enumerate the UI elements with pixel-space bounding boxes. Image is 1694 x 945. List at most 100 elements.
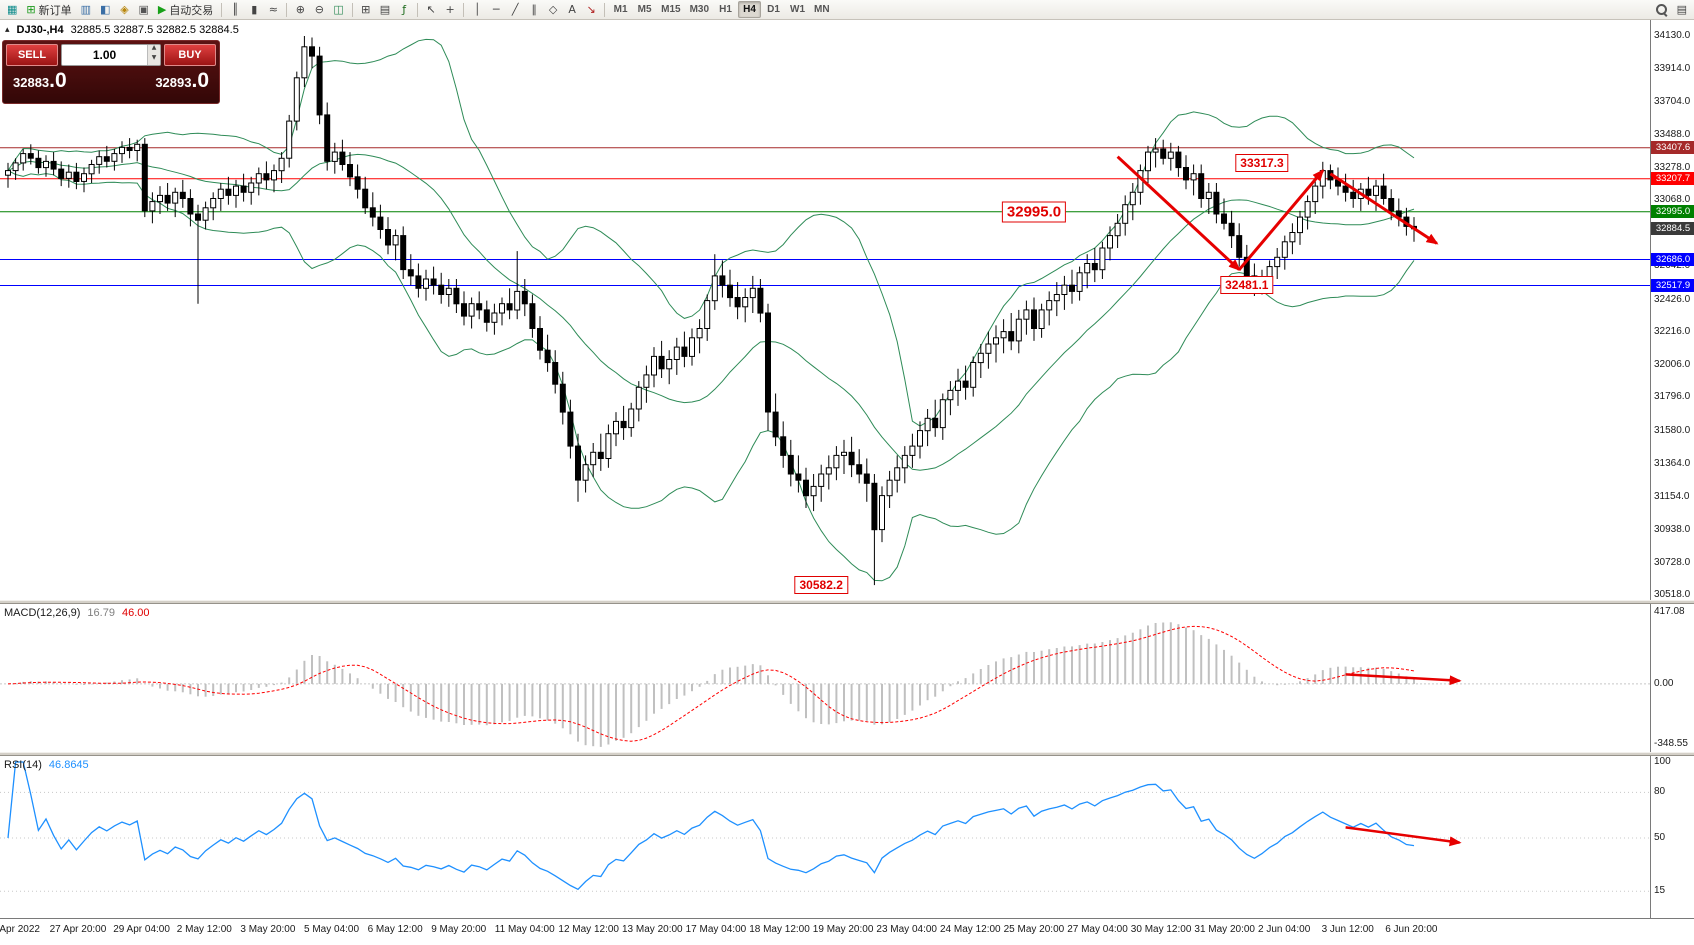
y-axis-label: 32006.0 — [1654, 358, 1691, 370]
timeframe-h1-button[interactable]: H1 — [719, 4, 732, 15]
indicators-icon[interactable]: ƒ — [402, 3, 407, 16]
time-axis-label: 24 May 12:00 — [940, 924, 1001, 935]
pane-splitter[interactable] — [0, 752, 1694, 756]
buy-price-pips: .0 — [191, 69, 209, 92]
time-axis-label: 19 May 20:00 — [812, 924, 874, 935]
search-icon[interactable] — [1652, 1, 1672, 18]
arrow-object-icon[interactable]: ↘ — [586, 3, 596, 16]
macd-signal-value: 46.00 — [121, 607, 150, 619]
bar-chart-icon[interactable]: ║ — [232, 3, 239, 16]
timeframe-mn-button[interactable]: MN — [814, 4, 830, 15]
timeframe-m1-button[interactable]: M1 — [613, 4, 628, 15]
price-tag: 32995.0 — [1651, 205, 1694, 219]
cursor-icon[interactable]: ↖ — [426, 3, 436, 16]
price-tag: 32884.5 — [1651, 222, 1694, 236]
crosshair-icon[interactable]: + — [445, 3, 455, 16]
shapes-icon[interactable]: ◇ — [548, 3, 558, 16]
toolbar-separator — [221, 2, 223, 17]
y-axis-label: 30728.0 — [1654, 556, 1691, 568]
rsi-scale-label: 50 — [1654, 832, 1666, 843]
y-axis-label: 31580.0 — [1654, 424, 1691, 436]
main-chart-pane[interactable]: ▴ DJ30-,H4 32885.5 32887.5 32882.5 32884… — [0, 20, 1694, 600]
rsi-scale-label: 15 — [1654, 885, 1666, 897]
candles — [5, 36, 1417, 586]
autotrading-button[interactable]: ▶ 自动交易 — [154, 1, 217, 18]
volume-input[interactable] — [62, 45, 147, 65]
macd-pane[interactable]: MACD(12,26,9) 16.79 46.00 — [0, 604, 1694, 752]
price-annotation[interactable]: 32995.0 — [1001, 201, 1067, 223]
y-axis-label: 30518.0 — [1654, 589, 1691, 600]
time-axis-label: 23 May 04:00 — [876, 924, 937, 935]
trade-prices: 32883 .0 32893.0 — [6, 66, 216, 93]
bollinger-bands — [7, 38, 1415, 582]
market-watch-icon[interactable]: ▥ — [80, 3, 92, 16]
new-chart-icon[interactable]: ⊞ — [361, 3, 371, 16]
timeframe-m15-button[interactable]: M15 — [661, 4, 681, 15]
rsi-scale-label: 80 — [1654, 786, 1666, 798]
macd-arrow — [1345, 673, 1462, 686]
profiles-icon[interactable]: ▤ — [379, 3, 391, 16]
zoom-in-icon[interactable]: ⊕ — [295, 3, 305, 16]
horizontal-line-icon[interactable]: ─ — [492, 3, 500, 16]
timeframe-m5-button[interactable]: M5 — [637, 4, 652, 15]
price-annotation[interactable]: 30582.2 — [794, 576, 848, 595]
time-axis[interactable]: 26 Apr 2022 27 Apr 20:00 29 Apr 04:00 2 May… — [0, 918, 1694, 945]
rsi-value: 46.8645 — [48, 759, 89, 771]
new-order-button[interactable]: ⊞ 新订单 — [22, 1, 75, 18]
navigator-icon[interactable]: ◈ — [120, 3, 129, 16]
y-axis-label: 33068.0 — [1654, 194, 1691, 206]
rsi-name: RSI(14) — [4, 759, 42, 771]
price-annotation[interactable]: 32481.1 — [1220, 276, 1274, 295]
time-axis-label: 27 Apr 20:00 — [49, 924, 107, 935]
macd-label: MACD(12,26,9) 16.79 46.00 — [4, 607, 149, 619]
zoom-out-icon[interactable]: ⊖ — [314, 3, 324, 16]
panels-icon[interactable]: ▤ — [1676, 3, 1687, 16]
time-axis-label: 6 Jun 20:00 — [1385, 924, 1438, 935]
volume-down-button[interactable]: ▼ — [151, 54, 157, 61]
line-chart-icon[interactable]: ≈ — [268, 3, 278, 16]
timeframe-w1-button[interactable]: W1 — [790, 4, 806, 15]
trendline-icon[interactable]: ╱ — [511, 3, 519, 16]
buy-button[interactable]: BUY — [164, 44, 216, 66]
time-axis-label: 17 May 04:00 — [685, 924, 747, 935]
pane-splitter[interactable] — [0, 600, 1694, 604]
price-annotation[interactable]: 33317.3 — [1235, 153, 1289, 172]
volume-up-button[interactable]: ▲ — [151, 44, 157, 51]
candlestick-chart — [0, 36, 1650, 586]
tile-windows-icon[interactable]: ◫ — [333, 3, 344, 16]
vertical-line-icon[interactable]: │ — [473, 3, 481, 16]
time-axis-label: 31 May 20:00 — [1194, 924, 1255, 935]
timeframe-h4-button[interactable]: H4 — [738, 1, 762, 18]
price-tag: 33207.7 — [1651, 172, 1694, 186]
timeframe-d1-button[interactable]: D1 — [767, 4, 780, 15]
toolbar-separator — [463, 2, 465, 17]
time-axis-label: 11 May 04:00 — [494, 924, 555, 935]
toolbar: ▦ ⊞ 新订单 ▥ ◧ ◈ ▣ ▶ 自动交易 ║ ▮ ≈ ⊕ ⊖ ◫ ⊞ ▤ ƒ ↖ + │ ─ ╱ ∥ ◇ A ↘ M1 M5 M15 M… — [0, 0, 1694, 20]
chart-window-icon[interactable]: ▦ — [7, 3, 18, 16]
toolbar-separator — [417, 2, 419, 17]
price-axis[interactable]: 34130.0 33914.0 33704.0 33488.0 33278.0 33068… — [1650, 20, 1694, 918]
sell-price-main: 32883 — [13, 75, 50, 90]
sell-button[interactable]: SELL — [6, 44, 58, 66]
channel-icon[interactable]: ∥ — [531, 3, 537, 16]
text-icon[interactable]: A — [568, 3, 576, 16]
time-axis-label: 12 May 12:00 — [558, 924, 619, 935]
rsi-pane[interactable]: RSI(14) 46.8645 — [0, 756, 1694, 918]
chart-symbol-label: DJ30-,H4 — [16, 24, 64, 36]
rsi-label: RSI(14) 46.8645 — [4, 759, 89, 771]
y-axis-label: 31154.0 — [1654, 490, 1690, 502]
time-axis-label: 26 Apr 2022 — [0, 924, 40, 935]
time-axis-label: 3 Jun 12:00 — [1321, 924, 1374, 935]
new-order-icon: ⊞ — [26, 3, 36, 16]
buy-price: 32893.0 — [155, 69, 209, 93]
timeframe-m30-button[interactable]: M30 — [689, 4, 710, 15]
y-axis-label: 30938.0 — [1654, 524, 1691, 535]
macd-scale-label: 0.00 — [1654, 677, 1674, 689]
candlestick-chart-icon[interactable]: ▮ — [251, 3, 258, 16]
data-window-icon[interactable]: ◧ — [100, 3, 111, 16]
collapse-trade-panel-icon[interactable]: ▴ — [5, 25, 10, 35]
terminal-icon[interactable]: ▣ — [138, 3, 149, 16]
trend-arrows — [1116, 155, 1439, 272]
rsi-scale-label: 100 — [1654, 756, 1671, 767]
